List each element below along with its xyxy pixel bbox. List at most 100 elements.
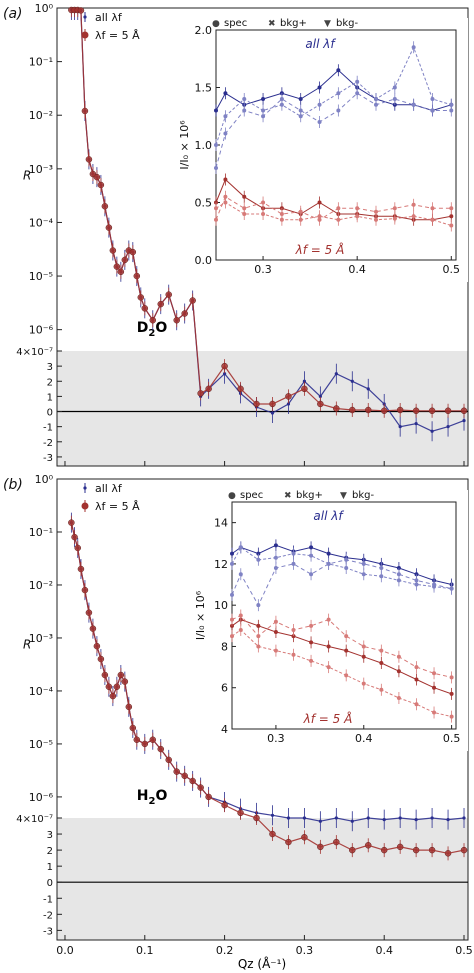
inset-series-line bbox=[215, 45, 452, 146]
y-tick-label: 0 bbox=[47, 408, 53, 419]
inset-data-point bbox=[449, 206, 454, 211]
inset-data-point bbox=[291, 561, 296, 566]
inset-data-point bbox=[309, 623, 314, 628]
y-tick-label: 3 bbox=[47, 830, 53, 841]
y-tick-label: 4×10⁻⁷ bbox=[16, 814, 53, 825]
panel-a: 10⁰ 10⁻¹ 10⁻² 10⁻³ 10⁻⁴ 10⁻⁵ 10⁻⁶ 4×10⁻⁷ 3 2 1 0 -1 -… bbox=[3, 2, 469, 467]
x-tick-label: 0.1 bbox=[136, 944, 154, 957]
subscript: 2 bbox=[149, 796, 156, 807]
inset-y-tick-label: 14 bbox=[214, 517, 228, 530]
inset-legend-marker: ▼ bbox=[324, 19, 331, 29]
inset-y-tick-label: 8 bbox=[221, 640, 228, 653]
legend-five-dot bbox=[81, 502, 89, 510]
inset: 0.3 0.4 0.5 0.0 0.5 1.0 1.5 2.0 I/I₀ × 10⁶ ● spec ✖… bbox=[178, 18, 468, 282]
y-tick-label: 10⁻³ bbox=[29, 163, 53, 176]
x-tick-label: 0.4 bbox=[375, 944, 393, 957]
subscript: 2 bbox=[148, 328, 155, 339]
legend-five-dot bbox=[81, 31, 89, 39]
inset-data-point bbox=[361, 644, 366, 649]
inset-data-point bbox=[449, 714, 454, 719]
inset-series-line bbox=[215, 69, 452, 112]
inset-x-tick-label: 0.3 bbox=[267, 732, 285, 745]
y-tick-label: 2 bbox=[47, 377, 53, 388]
inset-data-point bbox=[449, 691, 454, 696]
y-tick-label: -3 bbox=[43, 453, 53, 464]
sample-label: H2O bbox=[137, 788, 168, 807]
inset-data-point bbox=[309, 553, 314, 558]
inset-data-point bbox=[392, 97, 397, 101]
inset-data-point bbox=[361, 572, 366, 577]
y-tick-label: -2 bbox=[43, 910, 53, 921]
fit-line bbox=[71, 9, 464, 412]
inset-title-all: all λf bbox=[313, 509, 344, 523]
inset-x-tick-label: 0.5 bbox=[443, 732, 461, 745]
x-tick-label: 0.0 bbox=[56, 944, 74, 957]
y-tick-label: -1 bbox=[43, 423, 53, 434]
x-tick-label: 0.3 bbox=[296, 944, 314, 957]
y-tick-label: -1 bbox=[43, 894, 53, 905]
inset-series-line bbox=[231, 619, 452, 695]
inset-title-5: λf = 5 Å bbox=[295, 242, 345, 257]
y-tick-label: 1 bbox=[47, 862, 53, 873]
inset-y-tick-label: 12 bbox=[214, 558, 228, 571]
y-tick-label: 10⁰ bbox=[35, 473, 54, 486]
y-tick-label: 10⁰ bbox=[35, 2, 54, 15]
y-tick-label: -2 bbox=[43, 438, 53, 449]
y-tick-label: 10⁻⁶ bbox=[29, 324, 54, 337]
inset-series-line bbox=[215, 92, 452, 169]
inset-frame bbox=[231, 501, 457, 730]
inset-data-point bbox=[449, 223, 454, 228]
inset-data-point bbox=[432, 710, 437, 715]
inset-series-line bbox=[231, 544, 452, 585]
sample-label-rest: O bbox=[155, 320, 167, 336]
y-tick-label: 10⁻³ bbox=[29, 632, 53, 645]
inset-series-line bbox=[231, 614, 452, 678]
inset-data-point bbox=[242, 206, 247, 211]
x-axis-label: Qz (Å⁻¹) bbox=[238, 956, 286, 971]
inset-title-5: λf = 5 Å bbox=[303, 711, 353, 726]
legend-all-label: all λf bbox=[95, 11, 123, 24]
inset-y-tick-label: 6 bbox=[221, 682, 228, 695]
inset-y-label: I/I₀ × 10⁶ bbox=[178, 120, 191, 170]
inset-data-point bbox=[414, 702, 419, 707]
inset-y-label: I/I₀ × 10⁶ bbox=[194, 590, 207, 640]
y-tick-label: 2 bbox=[47, 846, 53, 857]
inset-x-tick-label: 0.3 bbox=[254, 263, 272, 276]
inset-legend-label: bkg- bbox=[336, 18, 358, 29]
inset-data-point bbox=[256, 644, 261, 649]
y-tick-label: 10⁻⁶ bbox=[29, 791, 54, 804]
inset-legend-marker: ● bbox=[228, 491, 236, 501]
inset-legend-label: spec bbox=[240, 490, 263, 501]
inset-series-line bbox=[231, 546, 452, 590]
inset-data-point bbox=[374, 209, 378, 214]
data-point bbox=[462, 816, 466, 820]
inset-y-tick-label: 1.0 bbox=[195, 139, 213, 152]
inset-data-point bbox=[326, 665, 331, 670]
inset-legend-marker: ▼ bbox=[340, 491, 347, 501]
y-tick-label: 10⁻² bbox=[29, 109, 53, 122]
inset-x-tick-label: 0.4 bbox=[348, 263, 366, 276]
y-tick-label: 1 bbox=[47, 392, 53, 403]
inset-data-point bbox=[414, 578, 419, 583]
y-tick-label: -3 bbox=[43, 926, 53, 937]
legend-all-label: all λf bbox=[95, 482, 123, 495]
inset-legend-label: bkg+ bbox=[296, 490, 323, 501]
y-tick-label: 4×10⁻⁷ bbox=[16, 347, 53, 358]
inset: 0.3 0.4 0.5 4 6 8 10 12 14 I/I₀ × 10⁶ ● spec ✖ bkg+ ▼ b… bbox=[194, 490, 468, 751]
inset-data-point bbox=[230, 561, 234, 566]
y-tick-label: 10⁻⁵ bbox=[29, 270, 53, 283]
y-tick-label: 10⁻⁴ bbox=[29, 685, 54, 698]
inset-data-point bbox=[449, 675, 454, 680]
data-point bbox=[68, 519, 75, 526]
inset-y-tick-label: 1.5 bbox=[195, 82, 213, 95]
inset-y-tick-label: 10 bbox=[214, 599, 228, 612]
inset-data-point bbox=[430, 217, 435, 222]
y-tick-label: 10⁻¹ bbox=[29, 526, 53, 539]
inset-y-tick-label: 4 bbox=[221, 723, 228, 736]
inset-data-point bbox=[336, 217, 341, 222]
inset-data-point bbox=[309, 658, 314, 663]
x-tick-label: 0.2 bbox=[216, 944, 234, 957]
legend-all-dot bbox=[83, 486, 87, 490]
y-axis-label: R bbox=[23, 638, 31, 652]
